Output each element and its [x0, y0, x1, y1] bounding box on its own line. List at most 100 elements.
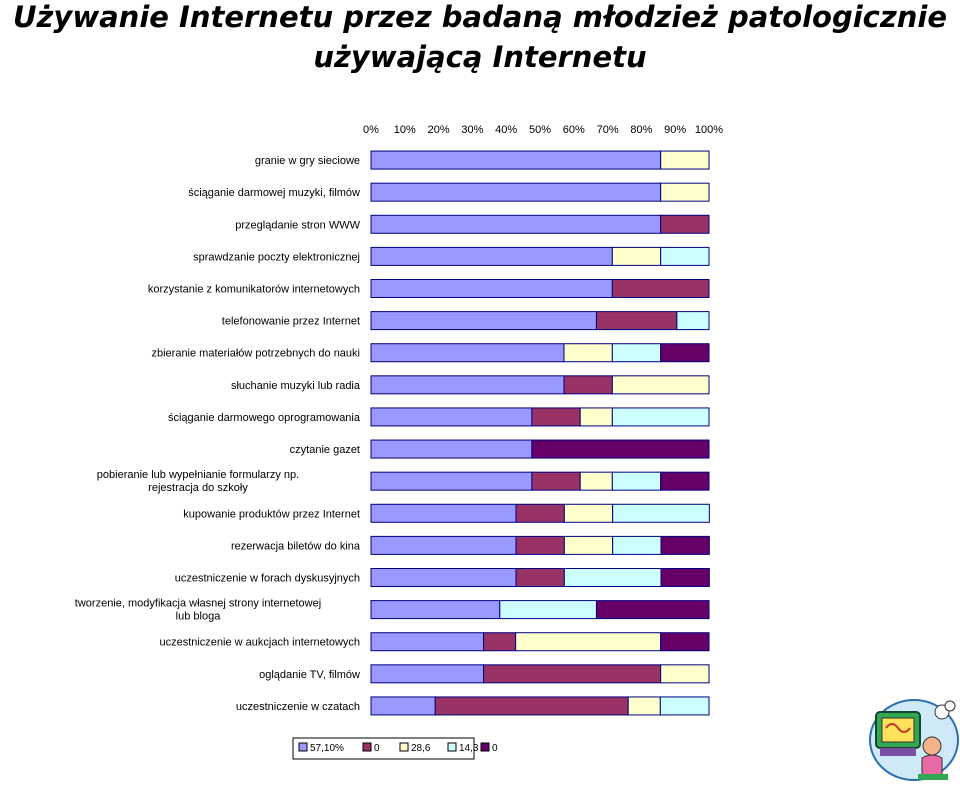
- bar-segment: [612, 503, 710, 523]
- x-tick-label: 40%: [495, 124, 517, 136]
- chart-title-line-1: Używanie Internetu przez badaną młodzież…: [12, 0, 948, 34]
- x-tick-label: 30%: [461, 124, 483, 136]
- bar-segment: [370, 439, 533, 459]
- x-tick-label: 10%: [394, 124, 416, 136]
- bar-segment: [611, 407, 710, 427]
- bar-segment: [483, 664, 662, 684]
- bar-segment: [676, 311, 710, 331]
- bar-segment: [611, 375, 710, 395]
- bar-segment: [370, 150, 662, 170]
- bar-segment: [660, 214, 710, 234]
- bar-segment: [515, 632, 662, 652]
- bar-segment: [370, 535, 517, 555]
- bar-segment: [370, 471, 533, 491]
- bar-segment: [370, 407, 533, 427]
- category-label: słuchanie muzyki lub radia: [231, 380, 361, 392]
- bar-segment: [531, 439, 710, 459]
- legend-swatch: [480, 742, 490, 752]
- bar-segment: [370, 632, 485, 652]
- category-label: kupowanie produktów przez Internet: [183, 508, 360, 520]
- computer-user-clipart: [869, 699, 959, 781]
- bar-segment: [370, 696, 436, 716]
- bar-segment: [370, 214, 662, 234]
- category-label: granie w gry sieciowe: [255, 155, 360, 167]
- bar-segment: [660, 568, 710, 587]
- bar-segment: [499, 600, 597, 620]
- category-label: pobieranie lub wypełnianie formularzy np…: [97, 469, 299, 494]
- legend-label: 14,3: [459, 743, 479, 754]
- legend-label: 57,10%: [310, 743, 344, 754]
- bar-segment: [660, 471, 710, 491]
- bar-segment: [515, 568, 565, 587]
- bar-segment: [579, 471, 613, 491]
- bar-segment: [370, 600, 501, 620]
- bar-segment: [660, 632, 710, 652]
- bar-segment: [370, 311, 597, 331]
- bar-segment: [660, 343, 710, 363]
- bar-segment: [627, 696, 661, 716]
- x-tick-label: 80%: [630, 124, 652, 136]
- category-label: telefonowanie przez Internet: [222, 316, 360, 328]
- category-label-line: rejestracja do szkoły: [148, 482, 248, 494]
- category-label: czytanie gazet: [290, 444, 360, 456]
- bar-segment: [611, 343, 662, 363]
- x-tick-label: 60%: [563, 124, 585, 136]
- bar-segment: [370, 246, 613, 266]
- bar-segment: [563, 343, 613, 363]
- bar-segment: [370, 343, 565, 363]
- category-label: rezerwacja biletów do kina: [231, 540, 361, 552]
- x-tick-label: 0%: [363, 124, 379, 136]
- bar-segment: [370, 375, 565, 395]
- bar-segment: [515, 503, 565, 523]
- bar-segment: [660, 182, 710, 202]
- legend-swatch: [298, 742, 308, 752]
- bar-segment: [611, 246, 662, 266]
- x-tick-label: 90%: [664, 124, 686, 136]
- category-label: uczestniczenie w czatach: [236, 701, 360, 713]
- category-label: przeglądanie stron WWW: [235, 219, 360, 231]
- bar-segment: [659, 696, 710, 716]
- category-label-line: lub bloga: [176, 611, 222, 623]
- category-label: tworzenie, modyfikacja własnej strony in…: [75, 598, 321, 623]
- bar-segment: [370, 568, 517, 587]
- bar-segment: [531, 407, 581, 427]
- bar-segment: [612, 535, 662, 555]
- bar-segment: [483, 632, 517, 652]
- x-tick-label: 50%: [529, 124, 551, 136]
- chart-title-line-2: używającą Internetu: [313, 40, 647, 74]
- bar-segment: [563, 503, 614, 523]
- x-tick-label: 100%: [695, 124, 723, 136]
- bar-segment: [563, 375, 613, 395]
- bar-segment: [611, 471, 662, 491]
- category-label: zbieranie materiałów potrzebnych do nauk…: [151, 348, 360, 360]
- bar-segment: [660, 535, 710, 555]
- bar-segment: [611, 279, 710, 298]
- bar-segment: [595, 600, 710, 620]
- category-label: uczestniczenie w aukcjach internetowych: [159, 637, 360, 649]
- bar-segment: [370, 503, 517, 523]
- legend-swatch: [399, 742, 409, 752]
- category-label: oglądanie TV, filmów: [259, 669, 360, 681]
- bar-segment: [370, 279, 613, 298]
- category-label-line: pobieranie lub wypełnianie formularzy np…: [97, 469, 299, 481]
- bar-segment: [660, 246, 710, 266]
- legend-label: 28,6: [411, 743, 431, 754]
- category-label: ściąganie darmowego oprogramowania: [168, 412, 361, 424]
- legend-swatch: [362, 742, 372, 752]
- bar-segment: [660, 150, 710, 170]
- bar-segment: [579, 407, 613, 427]
- bar-segment: [370, 182, 662, 202]
- bar-segment: [563, 535, 614, 555]
- legend-swatch: [447, 742, 457, 752]
- category-label: sprawdzanie poczty elektronicznej: [193, 251, 360, 263]
- legend-box: [292, 737, 475, 760]
- category-label: korzystanie z komunikatorów internetowyc…: [148, 284, 360, 296]
- legend-label: 0: [374, 743, 380, 754]
- bar-segment: [370, 664, 485, 684]
- bar-segment: [563, 568, 662, 587]
- bar-segment: [531, 471, 581, 491]
- bar-segment: [595, 311, 678, 331]
- x-tick-label: 20%: [428, 124, 450, 136]
- bar-segment: [434, 696, 629, 716]
